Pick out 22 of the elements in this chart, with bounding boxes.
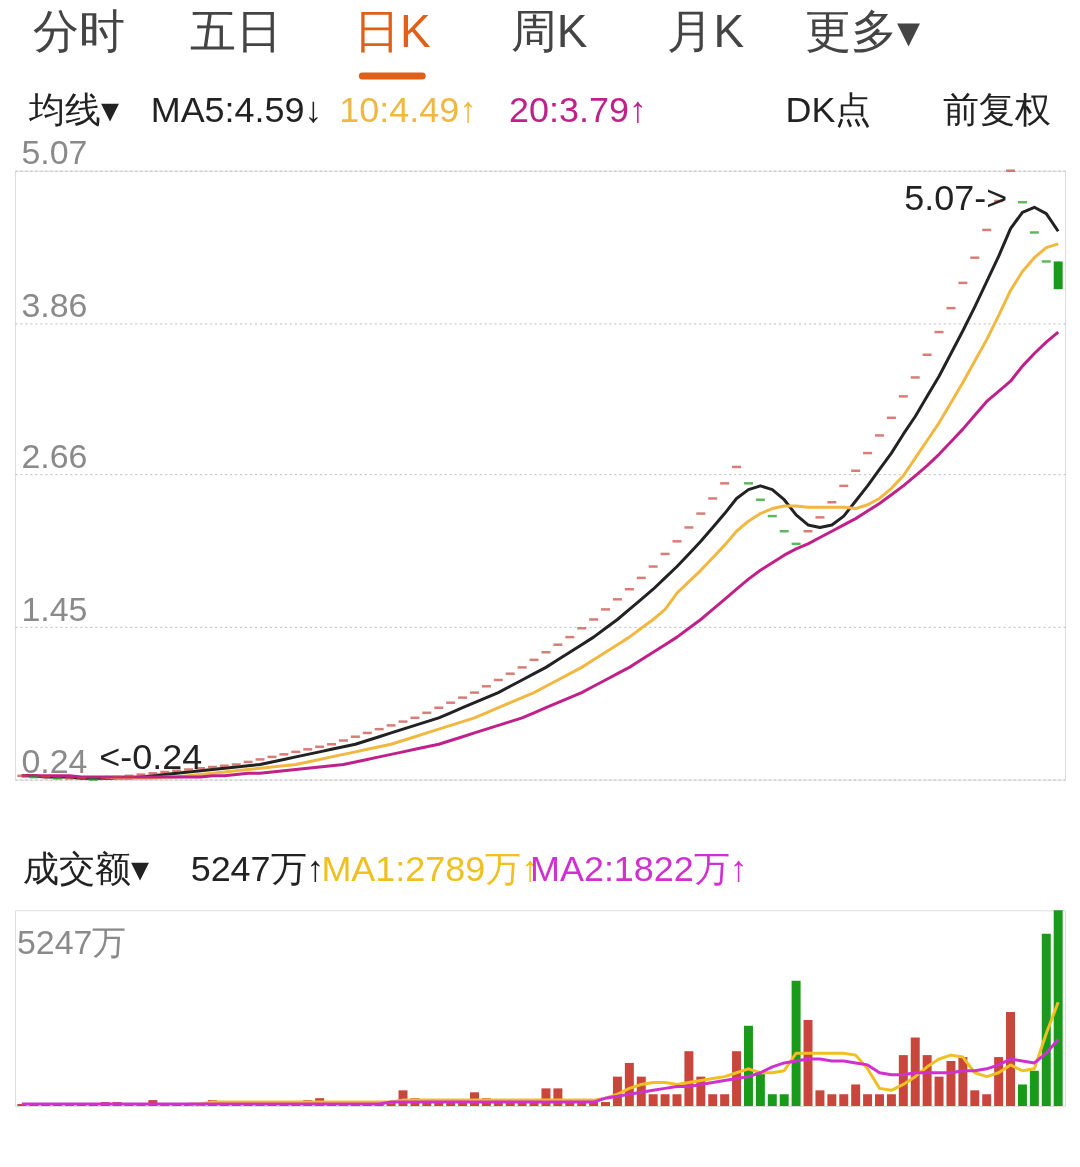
text: 五日	[189, 4, 282, 57]
text: 均线▾	[27, 88, 119, 130]
text: 月K	[667, 4, 745, 57]
text: DK点	[785, 88, 872, 130]
y-tick-label: 0.24	[21, 742, 88, 781]
text: 前复权	[943, 88, 1052, 130]
text: 20:3.79↑	[509, 88, 647, 130]
y-tick-label: 3.86	[21, 285, 88, 324]
text: 更多▾	[804, 4, 920, 57]
text: 成交额▾	[22, 848, 149, 890]
y-tick-label: 5.07	[21, 133, 88, 172]
annotation: <-0.24	[99, 735, 203, 777]
text: 日K	[353, 4, 431, 57]
annotation: 5247万	[16, 923, 127, 962]
y-tick-label: 1.45	[21, 589, 88, 628]
y-tick-label: 2.66	[21, 437, 88, 476]
text: MA5:4.59↓	[150, 88, 323, 130]
text: 分时	[32, 4, 125, 57]
annotation: 5.07->	[904, 176, 1008, 218]
text: 10:4.49↑	[339, 88, 478, 130]
text: 周K	[510, 4, 588, 57]
text: 5247万↑	[190, 848, 325, 890]
